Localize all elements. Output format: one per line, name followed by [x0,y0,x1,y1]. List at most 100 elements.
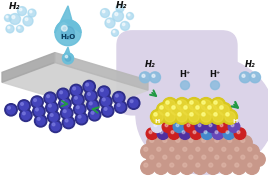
Circle shape [165,100,175,110]
Circle shape [116,103,125,111]
Circle shape [181,102,195,117]
Circle shape [129,99,138,108]
Circle shape [102,97,110,106]
Circle shape [157,163,161,167]
Circle shape [151,109,166,124]
Circle shape [78,115,81,118]
Circle shape [202,113,205,116]
Circle shape [34,99,36,101]
Circle shape [23,16,33,26]
Circle shape [153,112,163,122]
Text: H₂: H₂ [9,2,21,11]
Circle shape [28,9,36,17]
Circle shape [170,147,174,151]
Circle shape [61,99,69,108]
Circle shape [122,23,125,26]
Circle shape [220,124,223,127]
Circle shape [209,147,213,151]
Circle shape [33,105,45,118]
Circle shape [206,160,220,174]
Circle shape [180,144,194,159]
Circle shape [113,31,115,33]
Circle shape [49,104,51,107]
Circle shape [160,106,163,109]
Circle shape [181,81,189,90]
Circle shape [199,98,214,112]
Circle shape [60,91,62,94]
Circle shape [228,121,240,132]
Circle shape [238,152,252,167]
Circle shape [213,100,223,110]
Polygon shape [62,47,73,59]
Circle shape [238,136,252,150]
Circle shape [77,114,86,123]
Circle shape [215,138,219,142]
Circle shape [141,144,155,159]
Circle shape [252,74,255,77]
Circle shape [213,112,223,122]
Circle shape [46,101,58,114]
Circle shape [88,93,90,95]
Circle shape [192,102,207,117]
Text: H₂: H₂ [245,60,255,69]
Circle shape [75,105,84,114]
Circle shape [250,72,260,83]
Circle shape [59,98,71,110]
Circle shape [36,117,45,125]
Circle shape [186,136,200,150]
Text: H: H [154,119,160,124]
Circle shape [170,163,174,167]
Circle shape [235,147,239,151]
Circle shape [171,131,174,134]
Circle shape [147,136,161,150]
Circle shape [226,131,229,134]
Circle shape [174,98,189,112]
Circle shape [7,105,15,114]
Circle shape [18,100,30,112]
Text: H⁺: H⁺ [209,70,221,79]
Ellipse shape [136,56,268,174]
Circle shape [126,12,133,19]
Circle shape [91,112,94,114]
Circle shape [83,81,95,93]
Circle shape [163,155,167,159]
Circle shape [121,22,129,30]
Circle shape [87,92,95,100]
Circle shape [196,106,199,109]
Circle shape [162,98,177,112]
Circle shape [159,105,169,115]
Circle shape [172,106,175,109]
Circle shape [36,108,38,111]
Circle shape [8,106,10,109]
Circle shape [72,94,84,106]
Circle shape [47,95,50,98]
Circle shape [21,111,30,120]
Circle shape [222,109,237,124]
Circle shape [62,100,64,103]
Circle shape [166,101,169,104]
Circle shape [75,97,77,99]
Circle shape [183,147,187,151]
Circle shape [25,18,28,21]
Circle shape [171,105,181,115]
Circle shape [88,101,97,110]
Circle shape [190,101,193,104]
Circle shape [162,121,174,132]
Circle shape [59,90,68,99]
Circle shape [204,102,219,117]
Circle shape [212,128,224,139]
Circle shape [46,94,54,102]
Circle shape [31,96,43,108]
Circle shape [241,155,245,159]
Circle shape [128,97,140,109]
Circle shape [9,14,20,24]
Circle shape [242,74,245,77]
Circle shape [201,100,211,110]
Circle shape [70,84,82,97]
Circle shape [187,124,190,127]
Circle shape [212,136,226,150]
Circle shape [160,152,174,167]
Circle shape [222,163,226,167]
Circle shape [225,152,239,167]
Circle shape [210,109,225,124]
